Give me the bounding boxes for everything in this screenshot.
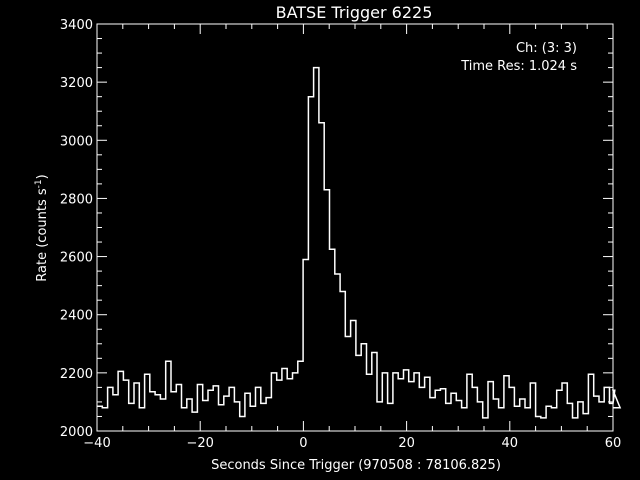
y-axis-label-suffix: ) (35, 174, 50, 179)
axis-tick-labels: −40 −20 0 20 40 60 2000 2200 2400 2600 2800 3000 320… (60, 18, 621, 451)
y-axis-label-exponent: -1 (34, 179, 44, 188)
x-tick-label: 40 (502, 436, 519, 451)
y-tick-label: 2200 (60, 367, 93, 382)
annotation-channel: Ch: (3: 3) (516, 41, 577, 56)
y-tick-label: 3400 (60, 18, 93, 33)
histogram-series-line (97, 66, 622, 419)
y-tick-label: 2400 (60, 309, 93, 324)
y-axis-label: Rate (counts s-1) (34, 174, 50, 281)
x-tick-label: −40 (83, 436, 110, 451)
y-axis-label-main: Rate (counts s (35, 188, 50, 282)
axis-ticks (96, 23, 614, 432)
x-axis-label: Seconds Since Trigger (970508 : 78106.82… (211, 458, 501, 473)
x-tick-label: 0 (299, 436, 307, 451)
x-tick-label: 20 (398, 436, 415, 451)
x-tick-label: 60 (605, 436, 622, 451)
y-tick-label: 2800 (60, 192, 93, 207)
chart-title: BATSE Trigger 6225 (276, 3, 433, 22)
x-tick-label: −20 (186, 436, 213, 451)
y-tick-label: 3000 (60, 134, 93, 149)
y-tick-label: 2000 (60, 425, 93, 440)
annotation-time-resolution: Time Res: 1.024 s (460, 59, 577, 74)
y-tick-label: 3200 (60, 76, 93, 91)
y-tick-label: 2600 (60, 251, 93, 266)
